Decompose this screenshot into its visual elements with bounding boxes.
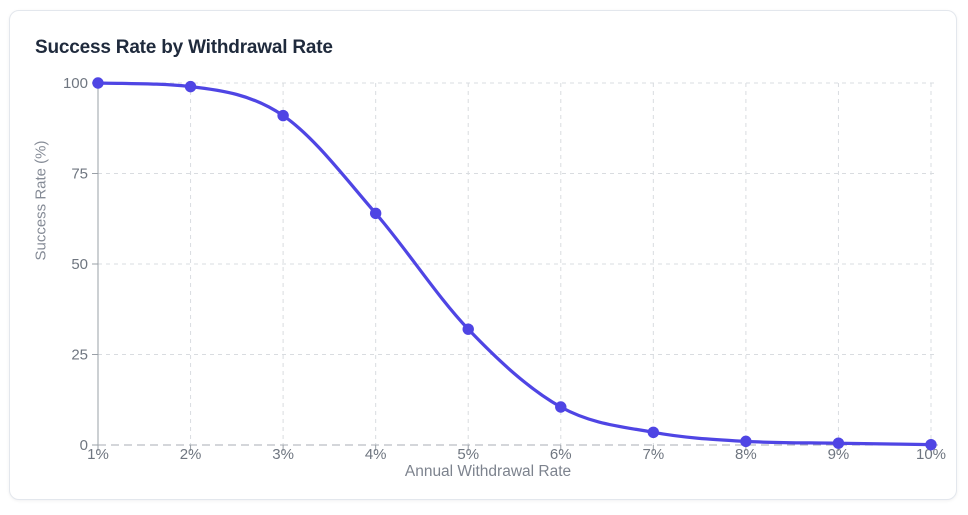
y-tick-label: 75 xyxy=(71,166,88,183)
series-line xyxy=(96,81,933,447)
chart-title: Success Rate by Withdrawal Rate xyxy=(35,37,333,58)
x-tick-label: 3% xyxy=(272,446,294,463)
y-tick-label: 50 xyxy=(71,256,88,273)
data-point[interactable] xyxy=(925,438,937,451)
x-tick-label: 8% xyxy=(735,446,757,463)
data-point[interactable] xyxy=(555,401,567,413)
x-tick-label: 7% xyxy=(642,446,664,463)
data-point[interactable] xyxy=(832,437,845,449)
y-axis-title: Success Rate (%) xyxy=(32,140,50,261)
line-chart: 1% 2% 3% 4% 5% 6% 7% 8% 9% 10% 0 25 50 75 100 Success … xyxy=(10,11,958,501)
x-tick-label: 5% xyxy=(457,446,479,463)
y-tick-label: 100 xyxy=(63,75,88,92)
y-tick-label: 0 xyxy=(80,437,88,454)
x-tick-label: 4% xyxy=(365,446,387,463)
x-tick-label: 10% xyxy=(916,446,946,463)
x-tick-label: 6% xyxy=(550,446,572,463)
data-point[interactable] xyxy=(92,77,104,89)
data-point[interactable] xyxy=(184,80,197,93)
data-point[interactable] xyxy=(462,323,474,335)
data-point[interactable] xyxy=(740,435,752,448)
chart-card: Success Rate by Withdrawal Rate 1% 2% 3% 4%… xyxy=(9,10,957,500)
data-point[interactable] xyxy=(369,207,382,220)
x-axis-title: Annual Withdrawal Rate xyxy=(404,463,572,480)
data-point[interactable] xyxy=(277,109,289,122)
x-tick-label: 2% xyxy=(180,446,202,463)
y-tick-label: 25 xyxy=(71,347,88,364)
x-tick-label: 1% xyxy=(87,446,109,463)
chart-canvas[interactable]: 1% 2% 3% 4% 5% 6% 7% 8% 9% 10% 0 25 50 75 100 xyxy=(10,11,958,501)
x-tick-label: 9% xyxy=(828,446,850,463)
data-point[interactable] xyxy=(647,426,660,439)
